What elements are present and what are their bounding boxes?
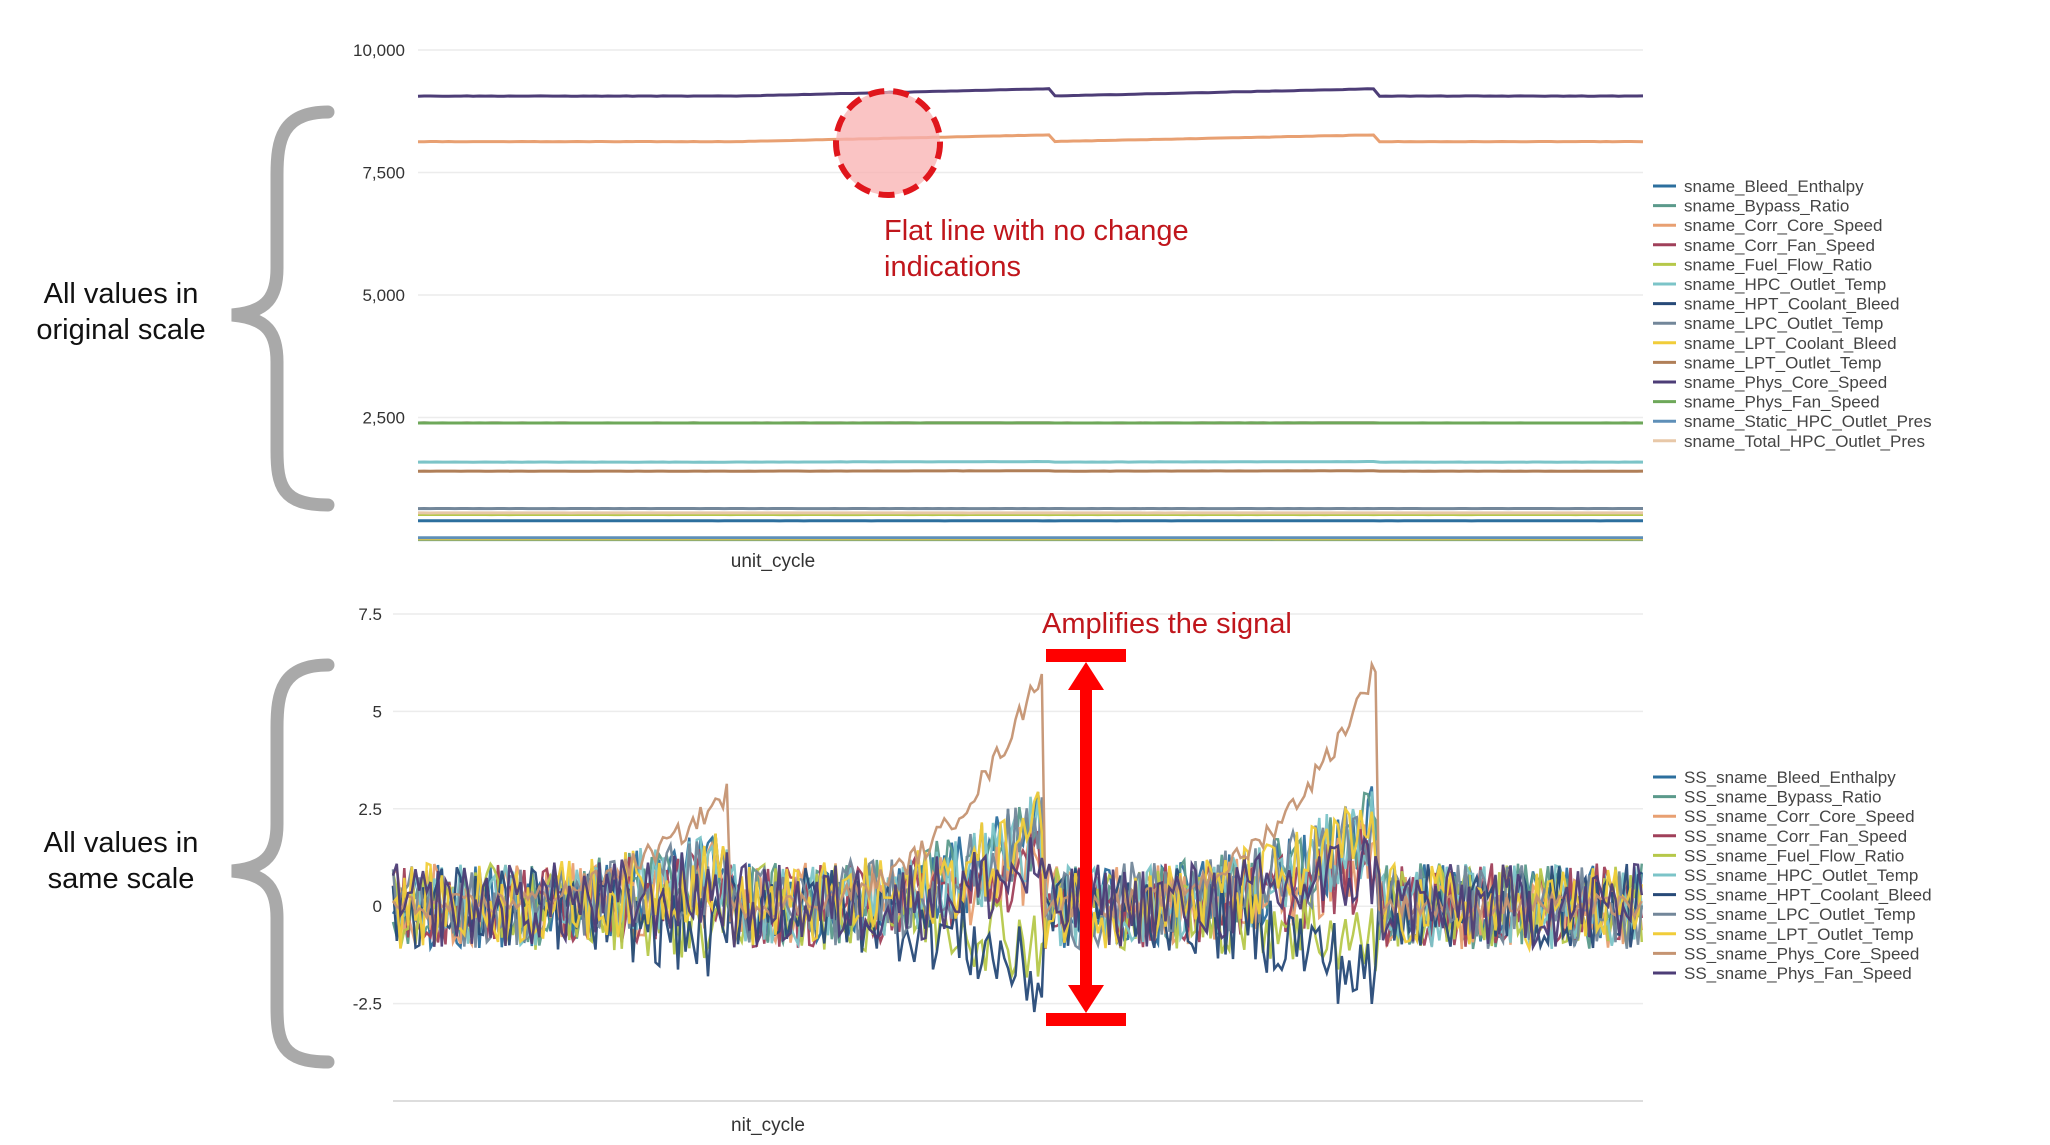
top-legend-label: sname_Corr_Fan_Speed [1684,236,1875,255]
top-legend: sname_Bleed_Enthalpysname_Bypass_Ratiosn… [1653,177,1932,451]
top-y-ticks: 10,000 7,500 5,000 2,500 [353,41,405,428]
top-legend-label: sname_LPT_Coolant_Bleed [1684,334,1897,353]
bottom-legend-label: SS_sname_Phys_Fan_Speed [1684,964,1912,983]
top-legend-label: sname_LPT_Outlet_Temp [1684,353,1882,372]
top-y-tick-label: 2,500 [362,409,405,428]
chart-same-scale: 7.5 5 2.5 0 -2.5 nit_cycle SS_sname_Bleed_En… [353,605,1932,1136]
top-y-tick-label: 7,500 [362,164,405,183]
bottom-side-label-line2: same scale [48,863,195,895]
amplify-shaft [1080,682,1092,994]
top-y-tick-label: 5,000 [362,286,405,305]
bottom-brace [231,658,335,1069]
top-side-label-line2: original scale [36,314,205,346]
top-legend-label: sname_Fuel_Flow_Ratio [1684,255,1872,274]
top-legend-label: sname_HPT_Coolant_Bleed [1684,295,1899,314]
top-legend-label: sname_Corr_Core_Speed [1684,216,1882,235]
chart-original-scale: 10,000 7,500 5,000 2,500 unit_cycle sname_B… [353,41,1932,572]
bottom-legend-label: SS_sname_Fuel_Flow_Ratio [1684,846,1904,865]
bottom-legend-label: SS_sname_Corr_Fan_Speed [1684,827,1907,846]
flat-note-line2: indications [884,251,1021,283]
top-y-tick-label: 10,000 [353,41,405,60]
bottom-legend: SS_sname_Bleed_EnthalpySS_sname_Bypass_R… [1653,768,1932,983]
top-legend-label: sname_Bleed_Enthalpy [1684,177,1864,196]
bottom-series-line [391,834,1644,952]
amplify-note: Amplifies the signal [1042,608,1292,640]
top-series-line [417,469,1644,473]
bottom-y-tick-label: 2.5 [358,800,382,819]
top-gridlines [418,49,1643,419]
bottom-legend-label: SS_sname_HPT_Coolant_Bleed [1684,886,1932,905]
top-legend-label: sname_LPC_Outlet_Temp [1684,314,1883,333]
top-series-line [417,133,1644,144]
bottom-legend-label: SS_sname_Corr_Core_Speed [1684,807,1915,826]
bottom-x-axis-label: nit_cycle [731,1115,805,1136]
top-series-lines [417,87,1644,542]
bottom-legend-label: SS_sname_LPT_Outlet_Temp [1684,925,1914,944]
top-legend-label: sname_Phys_Core_Speed [1684,373,1887,392]
bottom-y-tick-label: 0 [373,897,382,916]
bottom-y-tick-label: 5 [373,702,382,721]
amplify-arrowhead-up [1068,662,1104,690]
bottom-legend-label: SS_sname_Phys_Core_Speed [1684,944,1919,963]
top-x-axis-label: unit_cycle [731,551,816,572]
amplify-top-cap [1046,649,1126,662]
bottom-y-tick-label: 7.5 [358,605,382,624]
top-brace [231,105,335,512]
top-series-line [417,87,1644,98]
top-legend-label: sname_Phys_Fan_Speed [1684,393,1880,412]
bottom-y-ticks: 7.5 5 2.5 0 -2.5 [353,605,382,1014]
bottom-legend-label: SS_sname_Bleed_Enthalpy [1684,768,1896,787]
amplify-bottom-cap [1046,1013,1126,1026]
top-legend-label: sname_HPC_Outlet_Temp [1684,275,1886,294]
top-series-line [417,459,1644,464]
flat-note-line1: Flat line with no change [884,215,1189,247]
bottom-side-label-line1: All values in [44,827,199,859]
top-legend-label: sname_Bypass_Ratio [1684,197,1849,216]
bottom-legend-label: SS_sname_HPC_Outlet_Temp [1684,866,1918,885]
bottom-legend-label: SS_sname_Bypass_Ratio [1684,788,1882,807]
bottom-y-tick-label: -2.5 [353,995,382,1014]
bottom-legend-label: SS_sname_LPC_Outlet_Temp [1684,905,1916,924]
bottom-series-line [392,791,1644,954]
bottom-series-lines [391,659,1644,1013]
flat-line-highlight-circle [833,88,943,198]
top-side-label-line1: All values in [44,278,199,310]
amplify-arrowhead-down [1068,985,1104,1013]
top-legend-label: sname_Total_HPC_Outlet_Pres [1684,432,1925,451]
top-legend-label: sname_Static_HPC_Outlet_Pres [1684,412,1932,431]
